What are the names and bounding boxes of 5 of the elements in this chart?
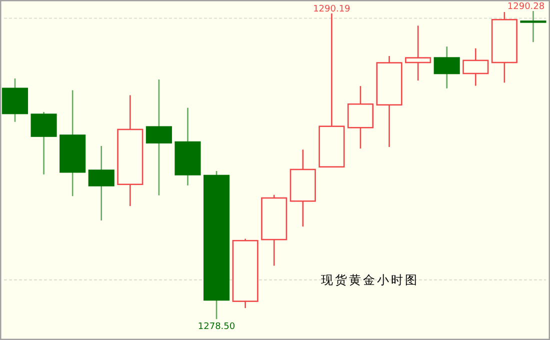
candlestick (405, 24, 432, 82)
text: 1278.50 (198, 322, 236, 332)
text: 1290.19 (313, 4, 350, 14)
text: 1290.28 (507, 2, 545, 12)
annotation: 现货黄金小时图 (321, 273, 419, 287)
